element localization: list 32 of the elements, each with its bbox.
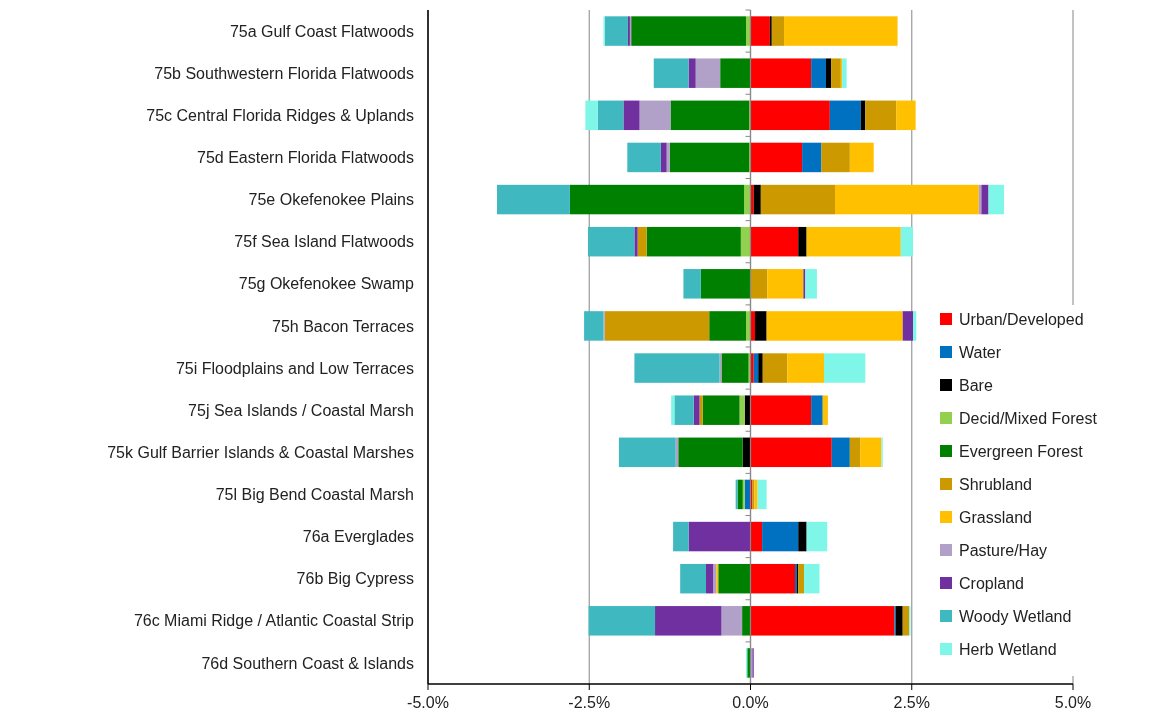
y-tick-label: 75f Sea Island Flatwoods xyxy=(234,233,414,251)
legend-label: Woody Wetland xyxy=(959,607,1072,625)
y-tick-label: 75e Okefenokee Plains xyxy=(248,191,414,209)
legend-label: Grassland xyxy=(959,508,1032,526)
y-tick-label: 75c Central Florida Ridges & Uplands xyxy=(146,106,414,124)
y-tick-label: 75b Southwestern Florida Flatwoods xyxy=(154,64,414,82)
x-tick-label: 2.5% xyxy=(893,694,930,711)
legend-label: Shrubland xyxy=(959,475,1032,493)
legend-label: Cropland xyxy=(959,574,1024,592)
legend-label: Water xyxy=(959,343,1002,361)
x-tick-label: 5.0% xyxy=(1054,694,1092,711)
y-tick-label: 75k Gulf Barrier Islands & Coastal Marshes xyxy=(107,443,414,461)
y-tick-label: 75h Bacon Terraces xyxy=(271,317,414,335)
y-tick-label: 75i Floodplains and Low Terraces xyxy=(175,359,414,377)
y-tick-label: 76c Miami Ridge / Atlantic Coastal Strip xyxy=(133,612,415,630)
legend-label: Herb Wetland xyxy=(959,640,1057,658)
legend-label: Decid/Mixed Forest xyxy=(959,409,1098,427)
legend-label: Pasture/Hay xyxy=(959,541,1048,559)
y-tick-label: 75a Gulf Coast Flatwoods xyxy=(229,22,414,40)
y-tick-label: 75d Eastern Florida Flatwoods xyxy=(197,149,414,167)
y-tick-label: 76a Everglades xyxy=(302,528,414,546)
y-tick-label: 76b Big Cypress xyxy=(296,570,414,588)
legend-label: Urban/Developed xyxy=(959,310,1084,328)
y-tick-label: 75l Big Bend Coastal Marsh xyxy=(215,486,414,504)
x-tick-label: -2.5% xyxy=(568,694,611,711)
y-tick-label: 76d Southern Coast & Islands xyxy=(201,654,414,672)
x-tick-label: -5.0% xyxy=(407,694,449,711)
legend-label: Bare xyxy=(959,376,993,394)
y-tick-label: 75j Sea Islands / Coastal Marsh xyxy=(188,401,414,419)
legend-label: Evergreen Forest xyxy=(959,442,1084,460)
x-tick-label: 0.0% xyxy=(732,694,769,711)
y-tick-label: 75g Okefenokee Swamp xyxy=(238,275,415,293)
